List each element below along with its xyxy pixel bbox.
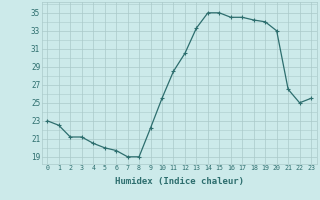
X-axis label: Humidex (Indice chaleur): Humidex (Indice chaleur) bbox=[115, 177, 244, 186]
